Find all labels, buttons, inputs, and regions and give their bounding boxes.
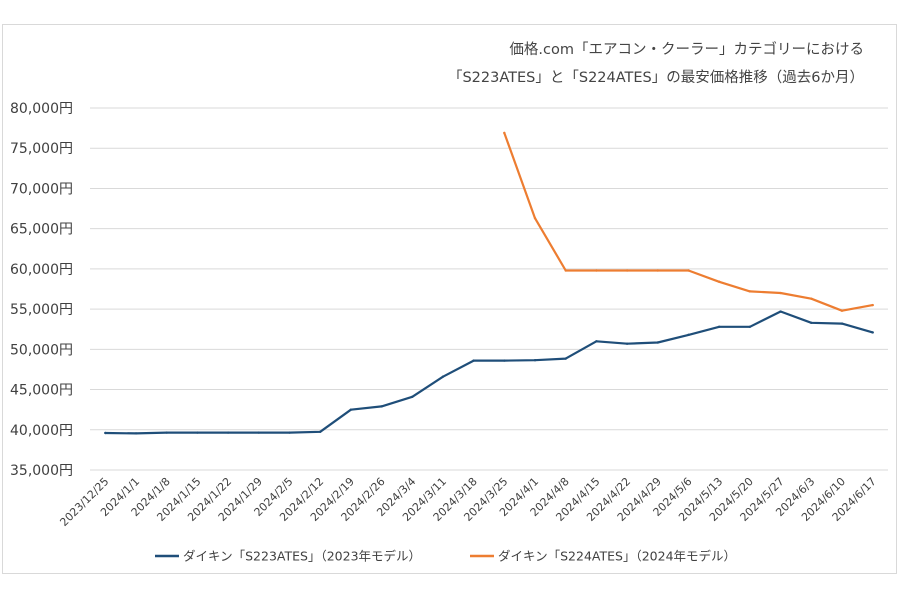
- data-point: [134, 432, 138, 435]
- data-point: [840, 309, 844, 312]
- data-point: [625, 269, 629, 272]
- data-point: [318, 430, 322, 433]
- data-point: [810, 297, 813, 300]
- data-point: [779, 310, 782, 313]
- data-point: [226, 431, 230, 434]
- data-point: [104, 431, 107, 435]
- data-point: [748, 290, 752, 293]
- x-tick-label: 2023/12/25: [57, 475, 111, 529]
- y-tick-label: 50,000円: [10, 342, 73, 358]
- data-point: [595, 340, 598, 343]
- data-point: [656, 269, 660, 272]
- chart-frame: [2, 24, 897, 574]
- y-tick-label: 70,000円: [10, 181, 73, 197]
- data-point: [564, 269, 567, 272]
- data-point: [411, 395, 414, 398]
- data-point: [717, 325, 721, 329]
- y-tick-label: 80,000円: [10, 101, 73, 117]
- data-point: [380, 405, 383, 408]
- data-point: [595, 269, 598, 272]
- y-tick-label: 65,000円: [10, 222, 73, 238]
- data-point: [533, 358, 537, 362]
- data-point: [349, 408, 353, 411]
- series-line-2: [503, 131, 874, 312]
- data-point: [687, 333, 690, 337]
- data-point: [625, 342, 629, 345]
- data-point: [503, 359, 506, 362]
- data-point: [564, 357, 567, 360]
- data-point: [779, 291, 782, 295]
- chart-title: 価格.com「エアコン・クーラー」カテゴリーにおける: [509, 42, 864, 58]
- data-point: [687, 269, 690, 272]
- data-point: [257, 431, 261, 434]
- chart-subtitle: 「S223ATES」と「S224ATES」の最安価格推移（過去6か月）: [447, 70, 864, 86]
- data-point: [165, 431, 168, 434]
- data-point: [717, 280, 721, 283]
- data-point: [503, 131, 506, 135]
- series-line-1: [104, 310, 874, 435]
- data-point: [871, 331, 874, 334]
- y-tick-label: 35,000円: [10, 463, 73, 479]
- data-point: [810, 321, 813, 324]
- data-point: [533, 217, 537, 220]
- y-tick-label: 55,000円: [10, 302, 73, 318]
- data-point: [441, 375, 445, 378]
- y-tick-label: 60,000円: [10, 262, 73, 278]
- y-tick-label: 45,000円: [10, 383, 73, 399]
- legend-label: ダイキン「S224ATES」（2024年モデル）: [498, 549, 736, 564]
- data-point: [840, 322, 844, 325]
- legend-label: ダイキン「S223ATES」（2023年モデル）: [183, 549, 421, 564]
- y-tick-label: 75,000円: [10, 141, 73, 157]
- y-tick-label: 40,000円: [10, 423, 73, 439]
- data-point: [748, 325, 752, 329]
- data-point: [196, 431, 199, 434]
- data-point: [472, 359, 475, 362]
- data-point: [288, 431, 291, 434]
- data-point: [871, 303, 874, 307]
- data-point: [656, 341, 660, 344]
